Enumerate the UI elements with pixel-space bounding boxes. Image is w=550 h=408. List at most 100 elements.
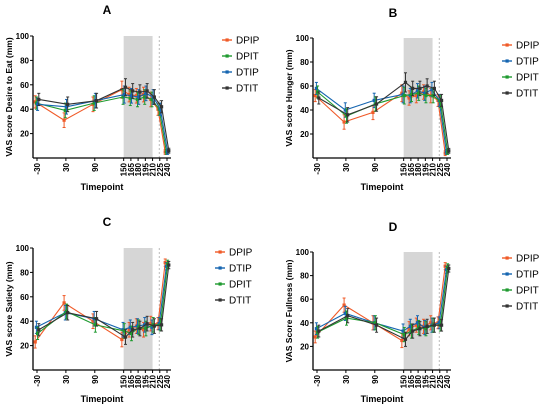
panel-d-point-dtit: [447, 266, 451, 271]
panel-d-point-dtip: [444, 268, 448, 272]
panel-a-point-dtit: [159, 105, 164, 109]
panel-a-point-dpip: [127, 92, 131, 97]
panel-d-point-dtit: [411, 329, 415, 333]
panel-d-y-title: VAS Score Fullness (mm): [284, 259, 294, 362]
legend-label: DTIP: [516, 57, 539, 68]
panel-b-letter: B: [389, 6, 398, 20]
panel-d-series-dtit: [317, 264, 451, 347]
panel-a-ytick-label: 80: [20, 56, 29, 65]
panel-a-point-dtip: [36, 102, 40, 106]
panel-c-point-dpip: [120, 337, 124, 342]
panel-b-xtick-label: -30: [313, 162, 322, 174]
panel-b-line-dpip: [314, 91, 446, 154]
panel-c-xtick-label: 225: [156, 374, 165, 388]
panel-b-point-dtit: [346, 113, 350, 117]
legend-label: DPIP: [229, 248, 253, 259]
panel-b-point-dtit: [447, 149, 451, 153]
panel-a-point-dtip: [158, 107, 162, 111]
legend-marker: [225, 38, 229, 42]
panel-c-point-dtit: [37, 328, 41, 332]
panel-d-legend-dpip: DPIP: [502, 254, 540, 265]
panel-d-point-dtit: [317, 329, 321, 333]
legend-label: DTIP: [236, 68, 259, 79]
panel-c-point-dpip: [62, 301, 66, 305]
panel-c-letter: C: [103, 215, 112, 229]
panel-c-point-dpit: [93, 323, 97, 327]
panel-a-legend-dtit: DTIT: [222, 84, 258, 95]
panel-d-point-dtit: [425, 324, 429, 328]
panel-d-ytick-label: 40: [300, 319, 309, 328]
panel-c-point-dtit: [152, 324, 156, 328]
legend-label: DTIT: [229, 296, 251, 307]
panel-b-xtick-label: 195: [421, 162, 430, 176]
panel-d-point-dtit: [432, 323, 436, 327]
legend-label: DPIP: [236, 36, 260, 47]
panel-c-xtick-label: 195: [141, 374, 150, 388]
panel-d-xtick-label: 30: [342, 374, 351, 383]
panel-c-point-dtit: [138, 326, 142, 331]
panel-a-point-dtit: [138, 90, 142, 94]
panel-d-point-dpit: [373, 321, 377, 325]
panel-a-point-dtip: [129, 94, 134, 98]
panel-d: D 20 40 60 80 100 -30 30 90 150165180195210225240…: [284, 220, 540, 404]
panel-a-ytick-label: 40: [20, 105, 29, 114]
panel-a-point-dpit: [135, 97, 140, 102]
panel-d-xtick-label: 210: [429, 374, 438, 388]
panel-a-xtick-label: 195: [141, 162, 150, 176]
panel-a-legend-dpit: DPIT: [222, 52, 259, 63]
panel-b-point-dpip: [342, 120, 346, 124]
legend-marker: [505, 59, 509, 63]
panel-b-y-title: VAS score Hunger (mm): [284, 49, 294, 146]
panel-b-legend-dpit: DPIT: [502, 73, 539, 84]
panel-d-xtick-label: 150: [400, 374, 409, 388]
panel-c-ytick-label: 20: [20, 342, 29, 351]
legend-label: DTIP: [516, 270, 539, 281]
panel-a-point-dpip: [134, 94, 138, 98]
panel-a-point-dpit: [150, 97, 154, 102]
panel-a-point-dtit: [37, 97, 41, 102]
panel-b-point-dtip: [415, 89, 420, 93]
panel-a-point-dpit: [63, 108, 67, 113]
panel-a-point-dpip: [62, 118, 66, 122]
panel-c-y-title: VAS score Satiety (mm): [4, 261, 14, 356]
panel-d-point-dtip: [314, 327, 318, 331]
panel-a-line-dtip: [37, 92, 169, 152]
panel-a-letter: A: [103, 3, 112, 17]
panel-a: A 20 40 60 80 100 -30 30 90 150165180195210225240…: [4, 3, 260, 192]
panel-c-legend-dpit: DPIT: [215, 280, 252, 291]
panel-a-point-dpit: [121, 95, 125, 99]
panel-c-legend-dtit: DTIT: [215, 296, 251, 307]
panel-d-point-dpip: [400, 338, 404, 343]
panel-b-ytick-label: 40: [300, 106, 309, 115]
panel-d-ytick-label: 80: [300, 272, 309, 281]
panel-c-xtick-label: 240: [163, 374, 172, 388]
panel-d-legend-dpit: DPIT: [502, 286, 539, 297]
panel-a-point-dtip: [137, 95, 141, 99]
legend-marker: [505, 75, 509, 79]
panel-c-point-dtit: [159, 323, 164, 327]
panel-c: C 20 40 60 80 100 -30 30 90 150165180195210225240…: [4, 215, 253, 404]
panel-b-legend-dtit: DTIT: [502, 89, 538, 100]
panel-a-series-dtit: [37, 78, 171, 154]
panel-a-point-dtit: [94, 99, 99, 103]
panel-a-xtick-label: 240: [163, 162, 172, 176]
panel-d-line-dtit: [318, 268, 450, 340]
legend-label: DTIP: [229, 264, 252, 275]
panel-d-point-dtit: [374, 323, 379, 327]
panel-c-ytick-label: 40: [20, 317, 29, 326]
panel-c-point-dpip: [127, 328, 131, 332]
panel-d-point-dtip: [408, 324, 412, 328]
panel-c-point-dpip: [91, 319, 95, 323]
panel-a-point-dtip: [122, 92, 126, 97]
panel-a-point-dtit: [145, 89, 149, 93]
legend-label: DPIT: [516, 286, 539, 297]
panel-a-xtick-label: 180: [134, 162, 143, 176]
panel-a-xtick-label: 30: [62, 162, 71, 171]
panel-c-xtick-label: 30: [62, 374, 71, 383]
panel-c-point-dtit: [123, 335, 128, 339]
panel-b-xtick-label: 240: [443, 162, 452, 176]
panel-a-point-dtip: [64, 105, 69, 109]
panel-c-point-dpit: [129, 331, 134, 335]
panel-b-xtick-label: 210: [429, 162, 438, 176]
panel-b: B 20 40 60 80 100 -30 30 90 150165180195210225240…: [284, 6, 540, 192]
